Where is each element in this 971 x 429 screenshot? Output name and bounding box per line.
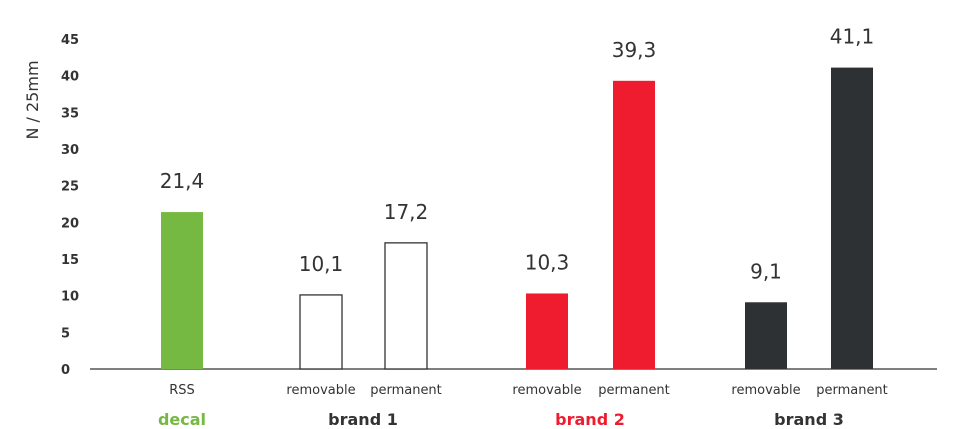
- y-tick-label: 10: [61, 290, 79, 305]
- x-tick-label: permanent: [370, 383, 442, 398]
- y-tick-label: 30: [61, 143, 79, 158]
- value-label: 39,3: [612, 38, 657, 62]
- x-tick-label: permanent: [598, 383, 670, 398]
- x-tick-labels: RSS removable permanent removable permanent r…: [169, 383, 888, 398]
- group-label: brand 3: [774, 410, 844, 429]
- y-tick-label: 25: [61, 180, 79, 195]
- y-tick-label: 20: [61, 216, 79, 231]
- bar: [613, 80, 655, 370]
- bar: [526, 293, 568, 369]
- bar: [299, 294, 343, 370]
- y-tick-label: 15: [61, 253, 79, 268]
- y-tick-label: 45: [61, 33, 79, 48]
- group-label: brand 1: [328, 410, 398, 429]
- x-tick-label: removable: [731, 383, 800, 398]
- y-tick-label: 40: [61, 70, 79, 85]
- group-label: decal: [158, 410, 206, 429]
- y-tick-label: 0: [61, 363, 70, 378]
- group-labels: decal brand 1 brand 2 brand 3: [158, 410, 844, 429]
- value-labels: 21,4 10,1 17,2 10,3 39,3 9,1 41,1: [160, 25, 875, 284]
- y-tick-labels: 0 5 10 15 20 25 30 35 40 45: [61, 33, 79, 378]
- value-label: 41,1: [830, 25, 875, 49]
- value-label: 9,1: [750, 259, 782, 283]
- x-tick-label: RSS: [169, 383, 195, 398]
- bar: [384, 242, 428, 370]
- bar: [831, 67, 873, 369]
- x-tick-label: permanent: [816, 383, 888, 398]
- bar: [745, 302, 787, 369]
- group-label: brand 2: [555, 410, 625, 429]
- value-label: 10,1: [299, 252, 344, 276]
- value-label: 17,2: [384, 200, 429, 224]
- value-label: 10,3: [525, 250, 570, 274]
- value-label: 21,4: [160, 169, 205, 193]
- x-tick-label: removable: [512, 383, 581, 398]
- x-tick-label: removable: [286, 383, 355, 398]
- y-axis-label: N / 25mm: [23, 60, 42, 139]
- bars: [161, 67, 873, 370]
- y-tick-label: 5: [61, 326, 70, 341]
- y-tick-label: 35: [61, 106, 79, 121]
- bar: [161, 212, 203, 369]
